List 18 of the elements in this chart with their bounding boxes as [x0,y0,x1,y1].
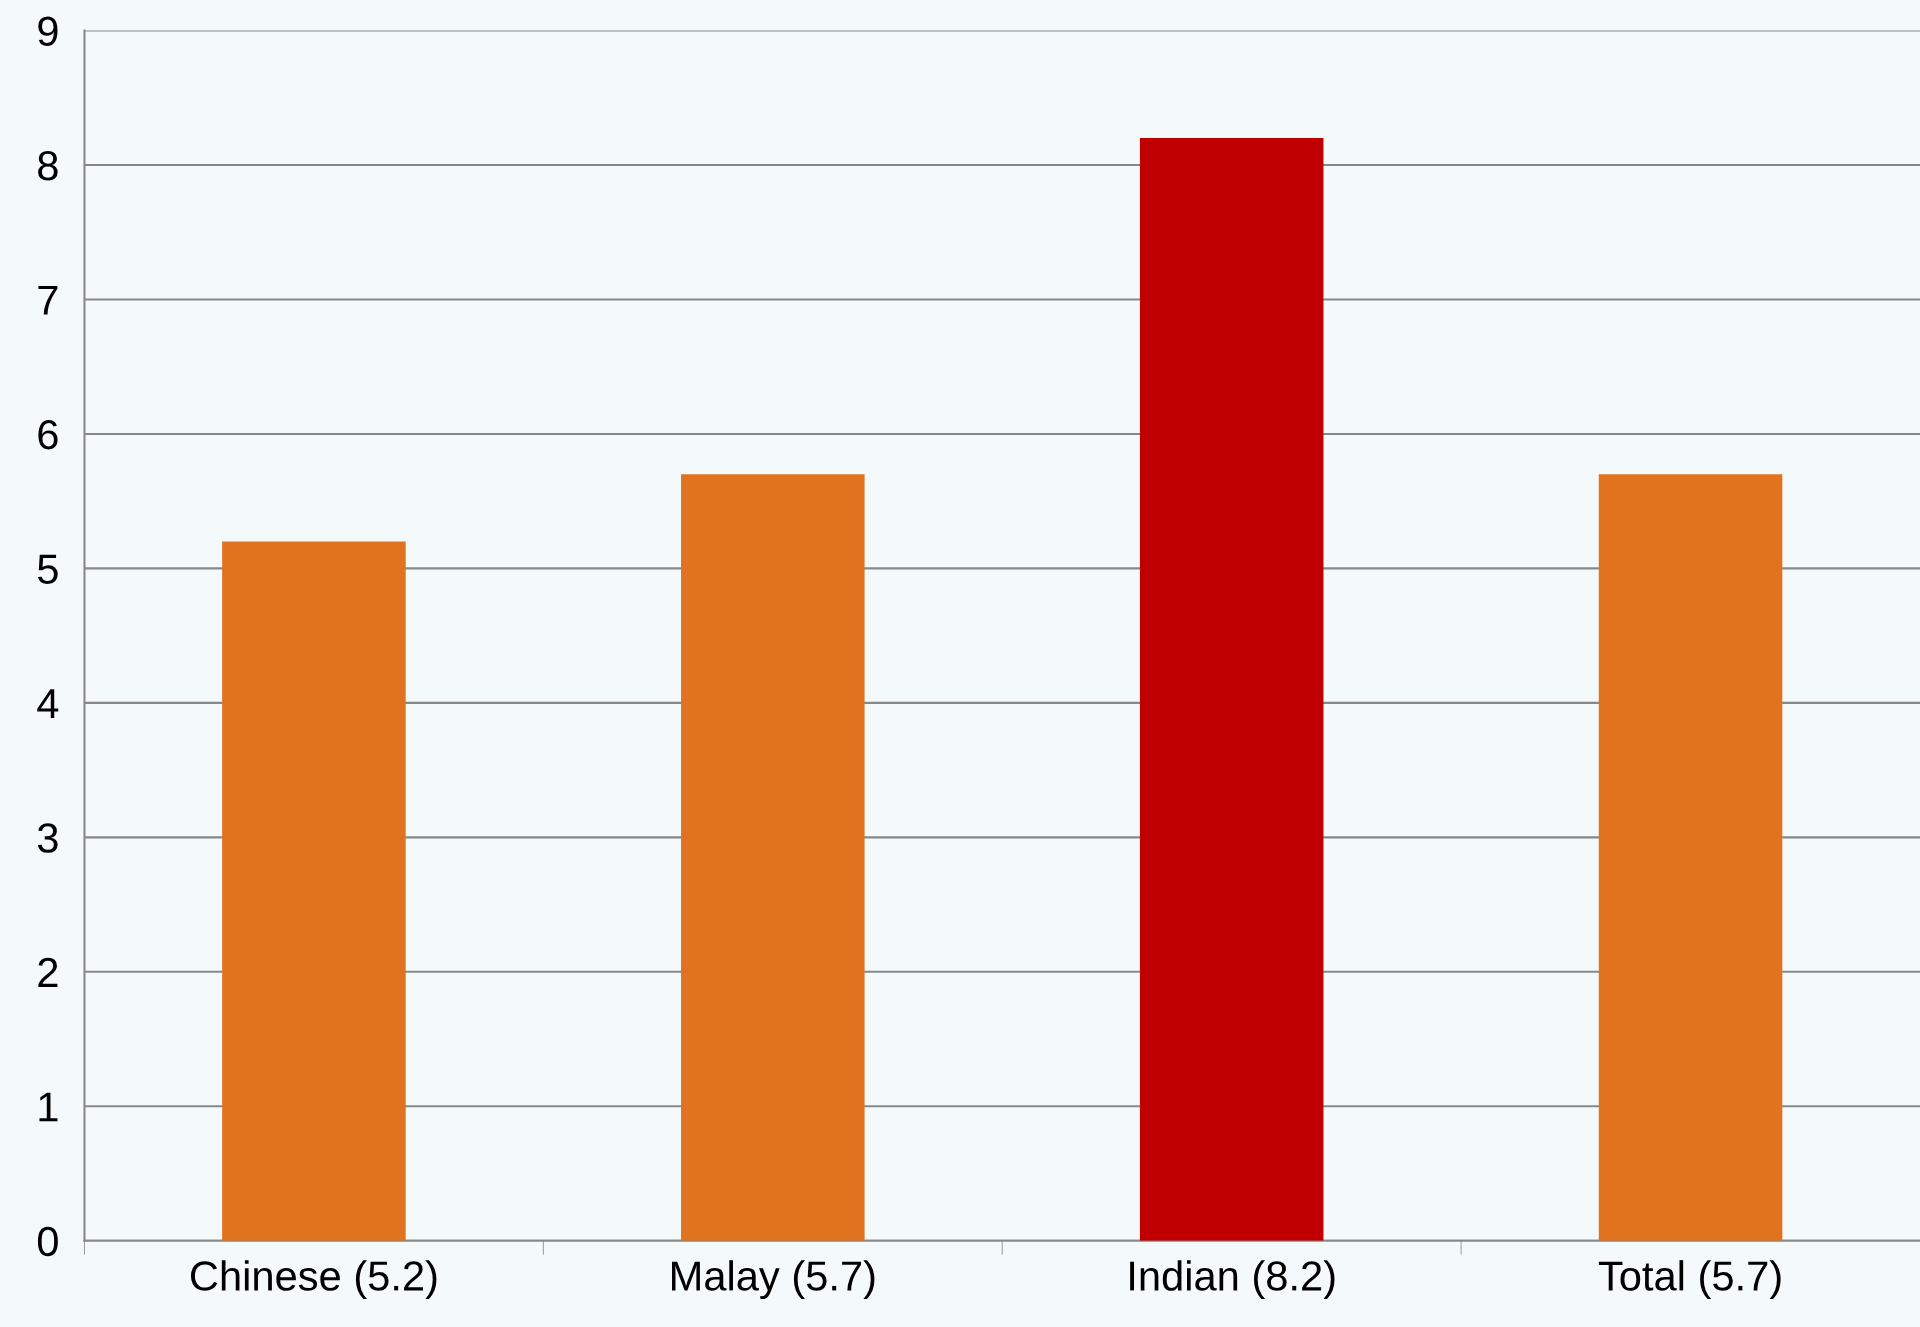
y-tick-label: 6 [38,419,58,450]
y-tick-label: 8 [38,150,58,181]
x-tick-label: Indian (8.2) [1130,1260,1335,1300]
y-tick-label: 5 [37,554,58,584]
y-tick-label: 3 [37,823,58,853]
bar [681,474,865,1241]
bar [222,541,406,1241]
bar [1598,474,1783,1241]
y-tick-label: 0 [37,1226,58,1257]
x-tick-label: Malay (5.7) [672,1260,875,1300]
y-tick-label: 2 [38,957,58,987]
bar [1139,138,1324,1241]
x-tick-label: Chinese (5.2) [190,1260,437,1300]
x-tick-label: Total (5.7) [1598,1260,1781,1300]
y-tick-label: 4 [37,689,59,718]
y-tick-label: 9 [38,16,58,47]
y-tick-label: 7 [38,285,58,315]
y-tick-label: 1 [39,1092,58,1122]
